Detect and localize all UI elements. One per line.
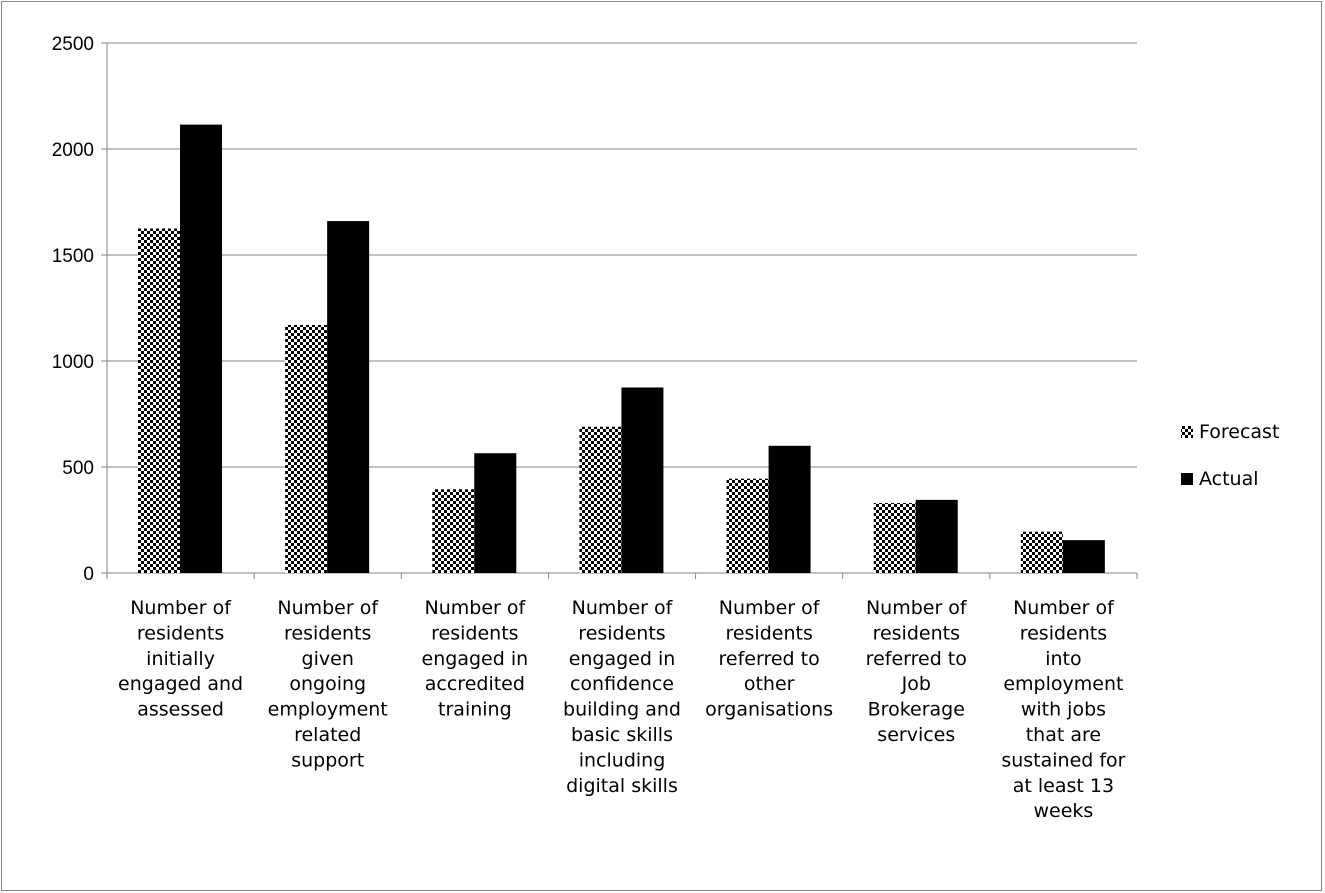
legend: Forecast Actual	[1181, 421, 1279, 490]
legend-swatch-forecast	[1181, 426, 1193, 438]
bar-actual	[327, 221, 370, 573]
legend-swatch-actual	[1181, 473, 1193, 485]
bar-actual	[768, 445, 811, 573]
legend-label-actual: Actual	[1199, 468, 1259, 490]
x-category-label: Number of residents engaged in accredited tr…	[422, 597, 529, 721]
bar-forecast	[1020, 531, 1063, 573]
bar-forecast	[285, 324, 328, 573]
bar-actual	[915, 499, 958, 573]
gridlines	[107, 42, 1137, 468]
bar-actual	[474, 453, 517, 573]
bars	[138, 124, 1105, 574]
x-category-label: Number of residents referred to Job Brokerag…	[866, 597, 968, 746]
x-category-label: Number of residents engaged in confidence bu…	[563, 597, 681, 797]
y-tick-label: 1500	[52, 246, 94, 267]
x-category-label: Number of residents given ongoing employment…	[268, 597, 388, 771]
x-category-label: Number of residents referred to other organi…	[705, 597, 833, 721]
bar-forecast	[432, 489, 475, 573]
bar-forecast	[726, 478, 769, 573]
x-category-label: Number of residents initially engaged and as…	[118, 597, 243, 721]
bar-actual	[621, 387, 664, 573]
bar-actual	[180, 124, 222, 574]
y-tick-label: 2500	[52, 34, 94, 55]
y-tick-label: 500	[62, 458, 94, 479]
bar-forecast	[138, 228, 180, 573]
y-tick-label: 1000	[52, 352, 94, 373]
bar-forecast	[873, 503, 916, 573]
x-category-labels: Number of residents initially engaged and as…	[118, 597, 1126, 822]
legend-label-forecast: Forecast	[1199, 421, 1279, 443]
bar-forecast	[579, 426, 622, 573]
bar-actual	[1062, 540, 1105, 573]
y-tick-label: 2000	[52, 140, 94, 161]
y-tick-label: 0	[83, 564, 94, 585]
y-tick-labels: 0 500 1000 1500 2000 2500	[52, 34, 94, 585]
x-category-label: Number of residents into employment with job…	[1001, 597, 1125, 822]
